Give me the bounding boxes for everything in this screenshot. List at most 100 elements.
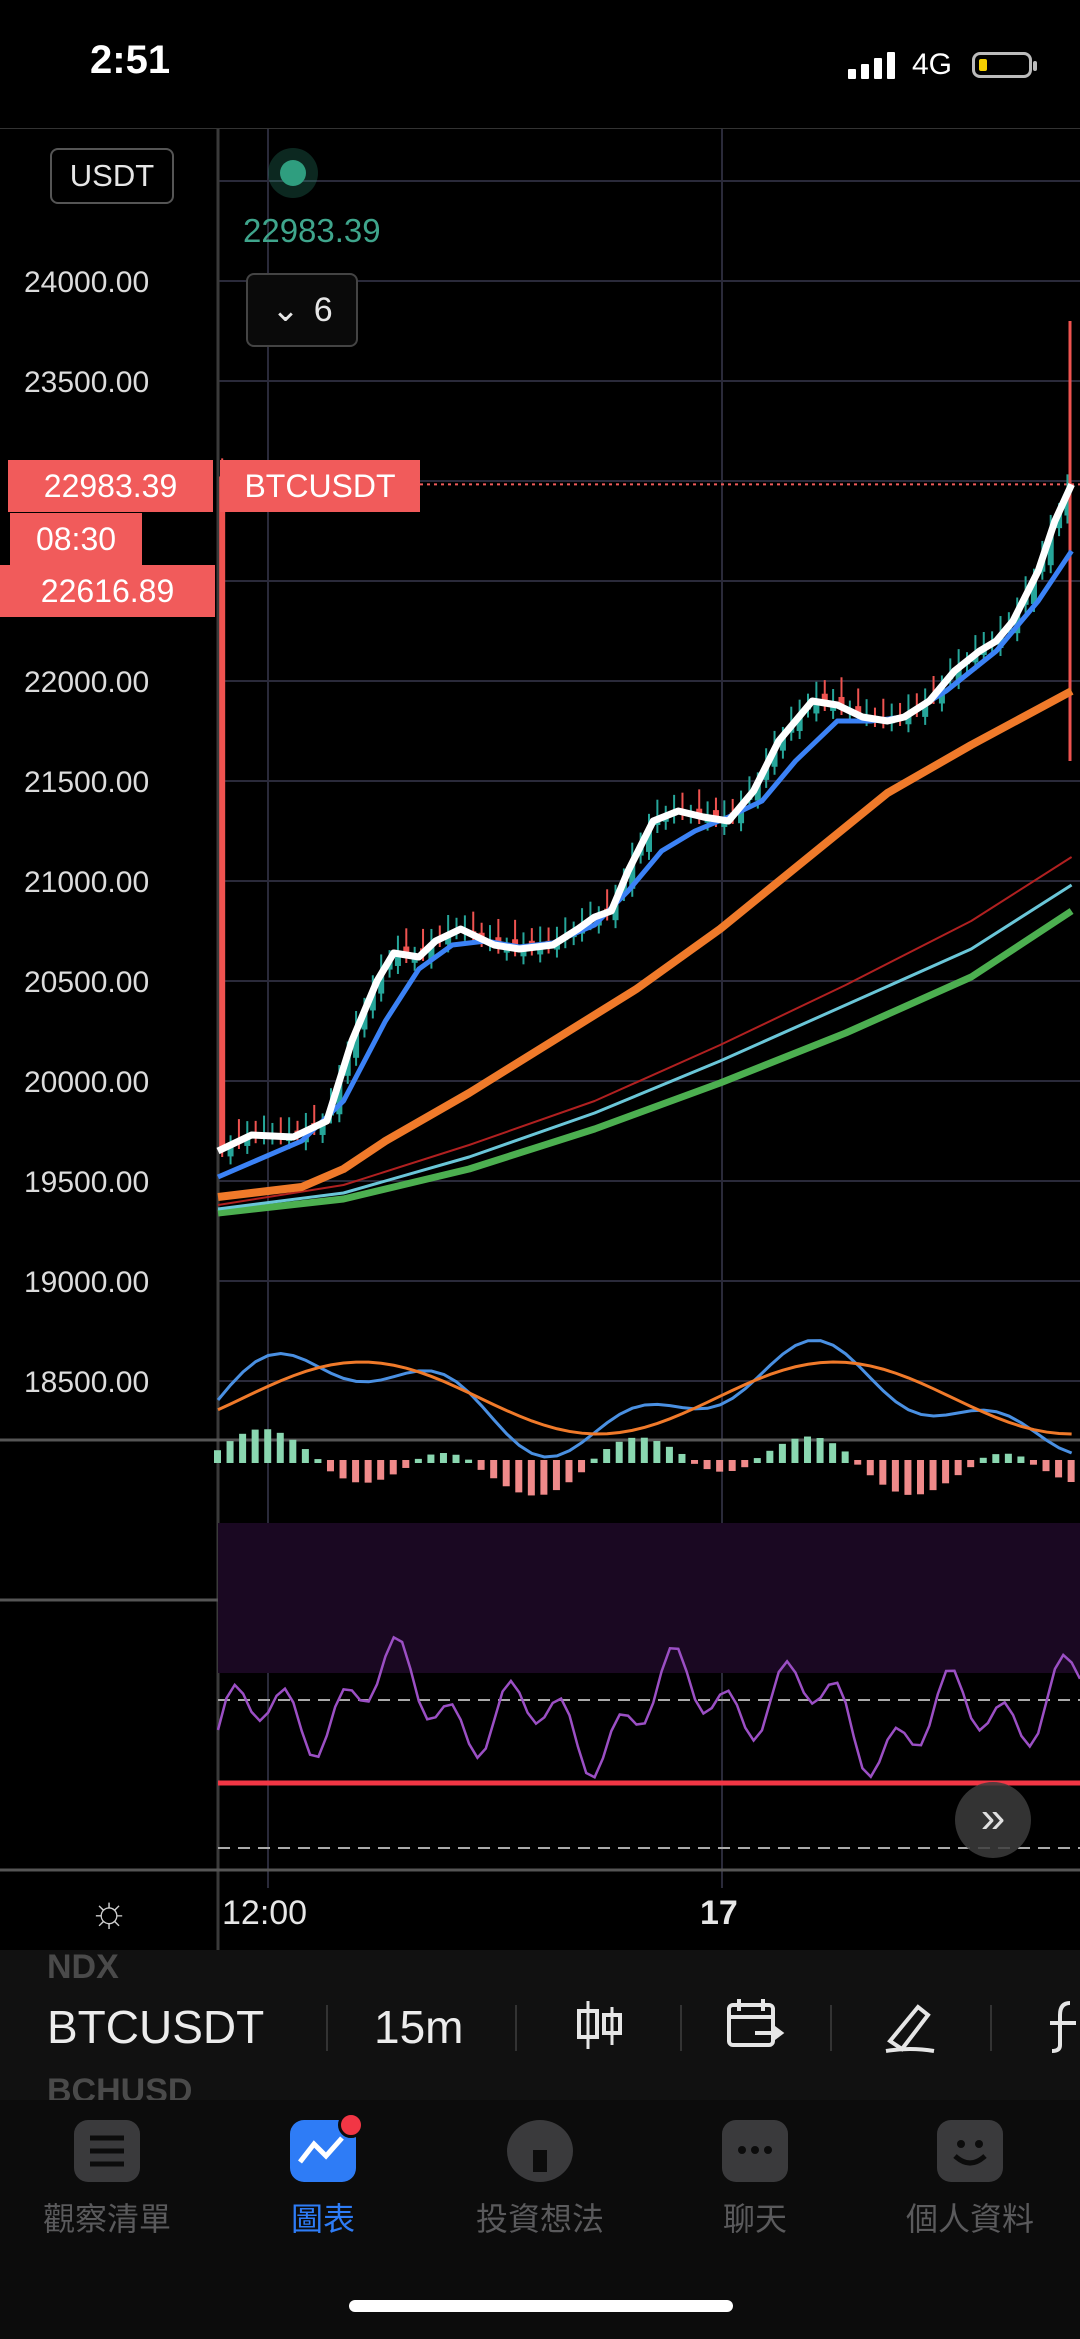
series-line-ema-mid (217, 687, 1074, 1201)
macd-histogram-bar (264, 1429, 272, 1463)
candle-body (537, 946, 544, 955)
battery-icon (972, 52, 1037, 78)
candles-icon[interactable] (570, 1995, 630, 2055)
macd-histogram-bar (691, 1460, 699, 1464)
macd-histogram-bar (753, 1458, 761, 1463)
nav-label: 觀察清單 (42, 2201, 171, 2237)
macd-histogram-bar (1067, 1460, 1075, 1483)
candle-body (336, 1081, 343, 1115)
price-chart[interactable]: 24000.00 23500.00 22000.00 21500.00 21000.00… (0, 128, 1080, 1950)
macd-histogram-bar (226, 1441, 234, 1463)
macd-histogram-bar (214, 1450, 221, 1463)
macd-histogram-bar (452, 1454, 460, 1463)
currency-selector[interactable]: USDT (50, 148, 174, 204)
macd-histogram-bar (289, 1439, 297, 1463)
chevron-down-icon: ⌄ (271, 291, 300, 329)
candle-body (445, 935, 452, 945)
profile-icon (937, 2120, 1003, 2182)
indicator-count: 6 (313, 290, 333, 329)
macd-histogram-bar (1055, 1460, 1063, 1478)
candle-body (855, 706, 862, 715)
macd-histogram-bar (653, 1440, 661, 1463)
nav-label: 個人資料 (905, 2201, 1034, 2237)
candle-body (838, 696, 845, 707)
prev-symbol[interactable]: NDX (47, 1948, 119, 1986)
candle-body (796, 716, 803, 732)
candle-body (319, 1123, 326, 1135)
macd-histogram-bar (565, 1460, 573, 1483)
indicator-collapse-button[interactable]: ⌄ 6 (246, 273, 358, 347)
macd-histogram-bar (665, 1446, 673, 1463)
divider (326, 2005, 328, 2051)
low-price-tag: 22616.89 (0, 565, 215, 617)
macd-histogram-bar (829, 1443, 837, 1463)
settings-sun-icon[interactable]: ☼ (88, 1887, 130, 1936)
divider (990, 2005, 992, 2051)
macd-histogram-bar (841, 1451, 849, 1463)
series-line-ma-slow-2 (217, 883, 1073, 1211)
nav-label: 圖表 (290, 2201, 355, 2237)
macd-histogram-bar (552, 1460, 560, 1491)
candle-body (813, 701, 820, 714)
macd-histogram-bar (741, 1460, 749, 1468)
symbol-selector[interactable]: BTCUSDT (47, 2001, 265, 2053)
macd-histogram-bar (578, 1460, 586, 1473)
candle-body (219, 476, 226, 1149)
macd-histogram-bar (352, 1460, 360, 1483)
macd-histogram-bar (954, 1460, 962, 1476)
macd-histogram-bar (728, 1460, 736, 1471)
function-icon[interactable] (1040, 1995, 1080, 2055)
nav-ideas[interactable]: 投資想法 (465, 2120, 615, 2240)
watchlist-icon (74, 2120, 140, 2182)
series-line-close (216, 482, 1075, 1155)
macd-histogram-bar (239, 1433, 247, 1463)
macd-histogram-bar (816, 1438, 824, 1463)
series-line-ma-slow-3 (217, 908, 1074, 1217)
drawing-pen-icon[interactable] (880, 1995, 940, 2055)
macd-histogram-bar (1004, 1453, 1012, 1463)
candle-body (955, 667, 962, 682)
candle-body (922, 703, 929, 717)
nav-chart[interactable]: 圖表 (248, 2112, 398, 2240)
macd-histogram-bar (377, 1460, 385, 1480)
macd-histogram-bar (640, 1437, 648, 1463)
compare-calendar-icon[interactable] (725, 1995, 785, 2055)
macd-histogram-bar (804, 1436, 812, 1463)
current-price-tag: 22983.39 (8, 460, 213, 512)
macd-histogram-bar (992, 1454, 1000, 1463)
macd-histogram-bar (678, 1453, 686, 1463)
expand-right-button[interactable]: » (955, 1782, 1031, 1858)
candle-body (394, 953, 401, 966)
macd-histogram-bar (490, 1460, 498, 1479)
macd-histogram-bar (1042, 1460, 1050, 1472)
candle-body (369, 991, 376, 1011)
candle-body (1030, 579, 1037, 604)
nav-chat[interactable]: 聊天 (680, 2120, 830, 2240)
signal-icon (848, 52, 895, 79)
status-time: 2:51 (90, 38, 171, 82)
candle-body (612, 901, 619, 921)
nav-watchlist[interactable]: 觀察清單 (32, 2120, 182, 2240)
macd-histogram-bar (414, 1458, 422, 1463)
macd-histogram-bar (465, 1459, 473, 1463)
macd-histogram-bar (1017, 1456, 1025, 1463)
macd-histogram-bar (791, 1438, 799, 1463)
divider (830, 2005, 832, 2051)
nav-profile[interactable]: 個人資料 (895, 2120, 1045, 2240)
interval-selector[interactable]: 15m (374, 2001, 464, 2053)
macd-histogram-bar (615, 1441, 623, 1463)
macd-histogram-bar (716, 1460, 724, 1472)
price-axis-label: 18500.00 (24, 1366, 149, 1399)
candle-body (997, 636, 1004, 649)
candle-body (244, 1137, 251, 1146)
macd-histogram-bar (502, 1460, 510, 1487)
macd-histogram-bar (628, 1437, 636, 1463)
rsi-band (218, 1523, 1080, 1673)
macd-signal-line (217, 1360, 1072, 1436)
macd-histogram-bar (402, 1460, 410, 1468)
divider (515, 2005, 517, 2051)
divider (680, 2005, 682, 2051)
candle-body (361, 1011, 368, 1030)
macd-histogram-bar (389, 1460, 397, 1475)
candle-body (771, 749, 778, 767)
